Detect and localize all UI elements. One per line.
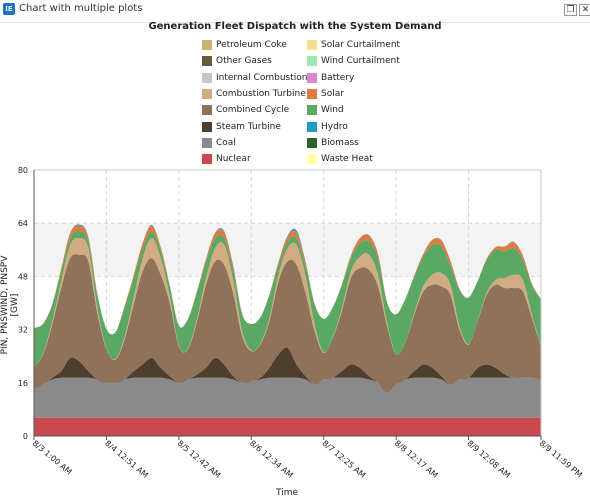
- x-tick-label: 8/9 11:59 PM: [538, 439, 584, 480]
- legend-swatch: [307, 40, 317, 50]
- legend-label: Coal: [216, 137, 236, 148]
- x-tick-label: 8/4 12:51 AM: [103, 439, 150, 480]
- x-tick-label: 8/8 12:17 AM: [393, 439, 440, 480]
- restore-button[interactable]: ❐: [564, 4, 577, 16]
- legend-swatch: [202, 88, 212, 99]
- y-tick-label: 48: [18, 272, 28, 281]
- legend-label: Combined Cycle: [216, 105, 290, 116]
- legend-swatch: [307, 137, 317, 148]
- legend-swatch: [307, 121, 317, 132]
- legend-label: Petroleum Coke: [216, 40, 287, 50]
- legend-label: Combustion Turbine: [216, 88, 306, 99]
- legend-swatch: [202, 137, 212, 148]
- legend-swatch: [307, 72, 317, 83]
- legend-swatch: [307, 88, 317, 99]
- legend-swatch: [202, 56, 212, 67]
- legend-label: Internal Combustion: [216, 72, 308, 83]
- x-tick-label: 8/3 1:00 AM: [31, 439, 74, 477]
- area-nuclear: [34, 417, 541, 436]
- legend-swatch: [307, 56, 317, 67]
- legend-label: Wind Curtailment: [321, 56, 400, 67]
- legend-swatch: [202, 105, 212, 116]
- legend-label: Wind: [321, 105, 344, 116]
- x-tick-label: 8/5 12:42 AM: [176, 439, 223, 480]
- area-steam-turbine: [34, 347, 541, 393]
- legend-swatch: [307, 154, 317, 165]
- close-button[interactable]: ✕: [579, 4, 590, 16]
- legend-swatch: [202, 154, 212, 165]
- chart-title: Generation Fleet Dispatch with the Syste…: [148, 21, 442, 32]
- legend-label: Solar Curtailment: [321, 40, 401, 50]
- legend-swatch: [202, 72, 212, 83]
- legend-label: Nuclear: [216, 154, 251, 165]
- window-title: Chart with multiple plots: [19, 3, 143, 14]
- y-tick-label: 32: [18, 326, 28, 335]
- legend-label: Battery: [321, 72, 355, 83]
- legend-swatch: [307, 105, 317, 116]
- area-coal: [34, 377, 541, 418]
- area-combined-cycle: [34, 254, 541, 393]
- x-axis-label: Time: [275, 488, 299, 498]
- y-tick-label: 64: [18, 219, 28, 228]
- legend-label: Solar: [321, 88, 344, 99]
- y-tick-label: 0: [23, 432, 28, 441]
- legend-swatch: [202, 40, 212, 50]
- x-tick-label: 8/9 12:08 AM: [465, 439, 512, 480]
- x-tick-label: 8/7 12:25 AM: [320, 439, 367, 480]
- app-icon: IE: [3, 3, 15, 15]
- legend-label: Hydro: [321, 121, 348, 132]
- legend-label: Other Gases: [216, 56, 272, 67]
- y-tick-label: 80: [18, 166, 28, 175]
- x-tick-label: 8/6 12:34 AM: [248, 439, 295, 480]
- legend-swatch: [202, 121, 212, 132]
- area-combustion-turbine: [34, 237, 541, 368]
- legend-label: Steam Turbine: [216, 121, 281, 132]
- y-tick-label: 16: [18, 379, 28, 388]
- y-axis-label: PIN, PNSWIND, PNSPV [GW]: [0, 255, 20, 355]
- window-titlebar: IE Chart with multiple plots ❐ ✕: [0, 0, 590, 23]
- legend-label: Biomass: [321, 137, 359, 148]
- legend-label: Waste Heat: [321, 154, 373, 165]
